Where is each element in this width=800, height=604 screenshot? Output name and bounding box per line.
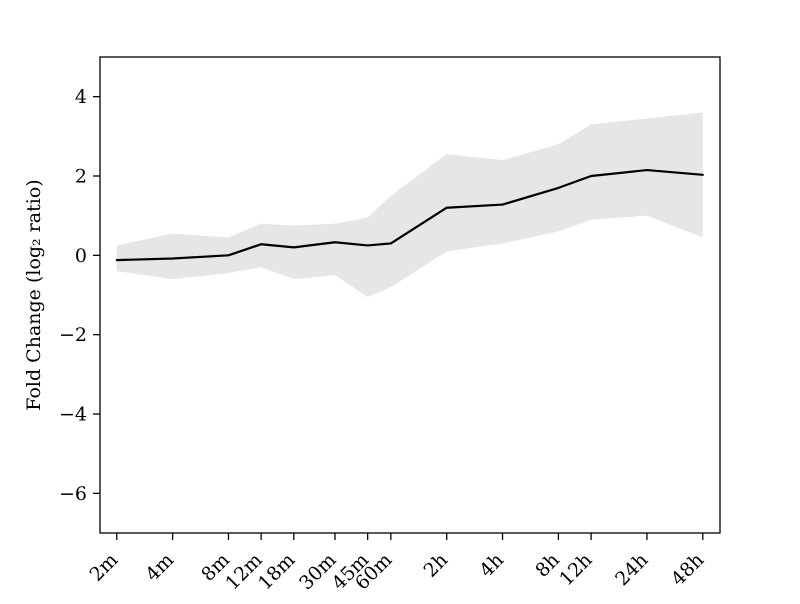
y-tick-label: 0	[75, 245, 87, 267]
mean-line	[115, 168, 704, 262]
y-axis-label: Fold Change (log₂ ratio)	[23, 179, 45, 410]
y-tick-label: 2	[75, 165, 87, 187]
y-tick-label: −4	[59, 403, 87, 425]
axes-frame	[99, 56, 721, 534]
y-tick-label: −2	[59, 324, 87, 346]
y-tick-label: −6	[59, 483, 87, 505]
y-tick-label: 4	[75, 86, 87, 108]
confidence-band	[116, 112, 703, 297]
